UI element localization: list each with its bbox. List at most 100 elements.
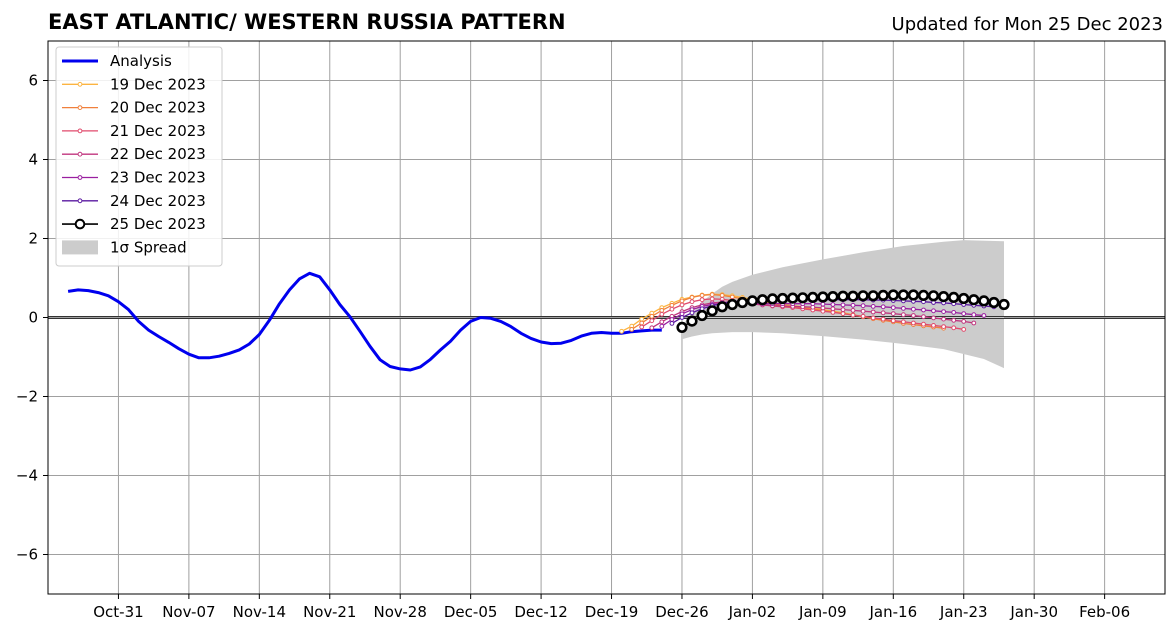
forecast-point xyxy=(870,309,876,315)
legend-label: 1σ Spread xyxy=(110,238,187,256)
forecast-point xyxy=(887,289,899,301)
forecast-point xyxy=(971,312,977,318)
x-tick-label: Dec-26 xyxy=(655,603,709,621)
forecast-point xyxy=(649,318,655,324)
legend-label: 24 Dec 2023 xyxy=(110,192,206,210)
forecast-point xyxy=(941,309,946,315)
x-tick-label: Jan-09 xyxy=(798,603,847,621)
forecast-point xyxy=(649,313,655,319)
forecast-point xyxy=(901,306,906,311)
forecast-point xyxy=(847,290,859,302)
legend-label: 21 Dec 2023 xyxy=(110,122,206,140)
forecast-point xyxy=(981,313,987,318)
y-tick-label: 6 xyxy=(28,72,38,90)
forecast-point xyxy=(797,292,809,304)
forecast-point xyxy=(890,305,896,311)
forecast-point xyxy=(968,294,980,306)
legend-item: 23 Dec 2023 xyxy=(62,169,206,187)
forecast-point xyxy=(860,308,866,314)
forecast-point xyxy=(860,313,866,319)
forecast-point xyxy=(659,323,665,329)
forecast-point xyxy=(689,295,695,300)
forecast-point xyxy=(629,327,635,332)
forecast-point xyxy=(840,311,846,317)
legend-marker xyxy=(77,198,83,204)
forecast-point xyxy=(880,316,886,322)
forecast-point xyxy=(820,301,826,307)
forecast-point xyxy=(736,296,749,309)
x-tick-label: Jan-02 xyxy=(728,603,777,621)
forecast-point xyxy=(921,307,926,313)
forecast-point xyxy=(676,321,688,334)
x-tick-label: Nov-21 xyxy=(303,603,356,621)
forecast-point xyxy=(961,319,967,324)
chart-subtitle: Updated for Mon 25 Dec 2023 xyxy=(892,14,1163,35)
forecast-point xyxy=(686,315,698,327)
y-tick-label: 0 xyxy=(28,309,38,327)
forecast-point xyxy=(669,321,675,326)
forecast-point xyxy=(890,311,896,317)
analysis-line xyxy=(67,271,662,372)
forecast-point xyxy=(951,325,957,331)
forecast-point xyxy=(830,302,836,307)
forecast-point xyxy=(880,304,886,310)
forecast-point xyxy=(988,296,1000,309)
x-tick-label: Feb-06 xyxy=(1079,603,1130,621)
x-tick-label: Dec-05 xyxy=(444,603,498,621)
forecast-point xyxy=(937,291,950,303)
forecast-point xyxy=(679,315,685,320)
forecast-point xyxy=(961,327,967,332)
forecast-point xyxy=(699,293,705,298)
chart-title: EAST ATLANTIC/ WESTERN RUSSIA PATTERN xyxy=(48,10,566,34)
legend-item: Analysis xyxy=(62,52,172,70)
legend-item: 20 Dec 2023 xyxy=(62,99,206,117)
forecast-point xyxy=(696,309,708,322)
forecast-point xyxy=(998,298,1010,311)
forecast-point xyxy=(931,323,936,328)
forecast-point xyxy=(709,296,715,302)
axis-ticks: Oct-31 Nov-07 Nov-14 Nov-21 Nov-28 Dec-05 Dec-… xyxy=(16,72,1130,622)
forecast-point xyxy=(941,324,946,330)
forecast-point xyxy=(850,308,856,313)
legend-item: 24 Dec 2023 xyxy=(62,192,206,210)
forecast-point xyxy=(837,290,849,302)
x-tick-label: Jan-16 xyxy=(868,603,917,621)
forecast-point xyxy=(840,302,846,308)
forecast-point xyxy=(907,289,920,301)
legend-marker xyxy=(77,151,83,157)
forecast-point xyxy=(689,310,695,316)
forecast-point xyxy=(961,311,967,317)
forecast-point xyxy=(639,316,645,322)
x-tick-label: Jan-23 xyxy=(939,603,988,621)
legend-marker xyxy=(77,105,83,110)
y-tick-label: 2 xyxy=(28,230,38,248)
forecast-point xyxy=(897,289,910,301)
legend-box xyxy=(55,46,223,267)
forecast-point xyxy=(639,320,645,326)
forecast-point xyxy=(827,291,839,303)
forecast-point xyxy=(659,319,665,325)
forecast-point xyxy=(719,293,725,298)
forecast-point xyxy=(978,295,990,307)
legend-marker xyxy=(74,218,86,230)
forecast-point xyxy=(948,291,960,304)
legend-item: 22 Dec 2023 xyxy=(62,145,206,163)
forecast-point xyxy=(726,298,738,311)
forecast-point xyxy=(807,291,819,304)
forecast-point xyxy=(830,306,836,312)
y-tick-label: −2 xyxy=(16,388,38,406)
forecast-point xyxy=(941,316,946,322)
forecast-point xyxy=(917,289,930,302)
forecast-point xyxy=(716,301,728,313)
forecast-point xyxy=(901,319,906,325)
legend-label: Analysis xyxy=(110,52,172,70)
forecast-point xyxy=(817,291,829,303)
forecast-point xyxy=(901,312,906,318)
forecast-point xyxy=(766,293,779,305)
forecast-point xyxy=(880,310,886,316)
forecast-point xyxy=(921,321,926,327)
forecast-point xyxy=(840,307,846,313)
forecast-point xyxy=(951,310,957,315)
